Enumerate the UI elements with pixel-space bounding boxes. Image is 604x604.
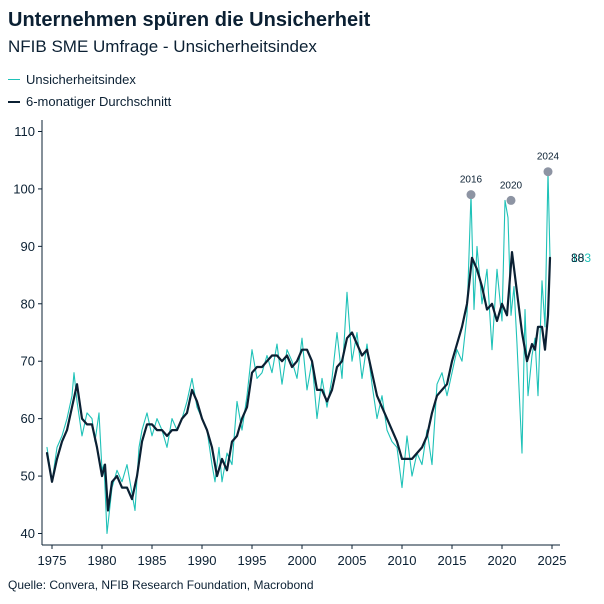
x-tick-label: 2020 [488,553,517,568]
x-tick-label: 2005 [338,553,367,568]
legend-item-average: 6-monatiger Durchschnitt [8,94,171,109]
x-tick-label: 1980 [88,553,117,568]
y-tick-label: 50 [21,469,35,484]
x-tick-label: 1990 [188,553,217,568]
y-tick-label: 80 [21,296,35,311]
x-tick-label: 2010 [388,553,417,568]
peak-marker [466,190,476,200]
y-tick-label: 100 [13,181,35,196]
chart-subtitle: NFIB SME Umfrage - Unsicherheitsindex [8,37,317,56]
y-tick-label: 60 [21,411,35,426]
y-tick-label: 40 [21,526,35,541]
y-tick-label: 110 [14,124,35,139]
x-tick-label: 2000 [288,553,317,568]
chart-title: Unternehmen spüren die Unsicherheit [8,9,371,31]
peak-marker [506,195,516,205]
legend-label-index: Unsicherheitsindex [26,72,136,87]
x-tick-label: 2015 [438,553,467,568]
legend-swatch-average [8,100,20,103]
peak-label: 2024 [537,152,560,163]
peak-marker [543,167,553,177]
legend-swatch-index [8,79,20,80]
end-value-label-index: 103 [571,251,591,265]
x-tick-label: 1985 [138,553,167,568]
peak-label: 2020 [500,180,523,191]
end-value-label-average: 88 [571,251,585,265]
legend-item-index: Unsicherheitsindex [8,72,136,87]
x-tick-label: 2025 [538,553,567,568]
peak-label: 2016 [460,175,483,186]
y-tick-label: 70 [21,354,35,369]
x-tick-label: 1995 [238,553,267,568]
x-tick-label: 1975 [38,553,67,568]
source-note: Quelle: Convera, NFIB Research Foundatio… [8,578,314,592]
legend-label-average: 6-monatiger Durchschnitt [26,94,172,109]
series-line-average [45,251,552,512]
series-line-index [46,171,551,535]
y-tick-label: 90 [21,239,35,254]
